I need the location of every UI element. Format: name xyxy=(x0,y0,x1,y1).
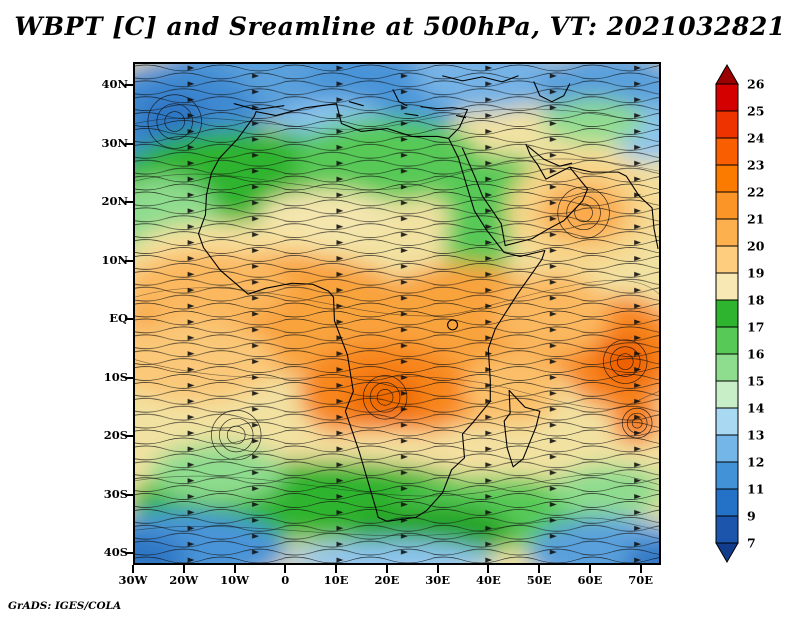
lat-tick-mark xyxy=(125,376,133,379)
colorbar-segment xyxy=(715,461,739,490)
colorbar-segment xyxy=(715,407,739,436)
colorbar-segment xyxy=(715,245,739,274)
colorbar-tick-label: 20 xyxy=(747,239,765,254)
lon-tick-mark xyxy=(132,565,134,573)
colorbar-tick-label: 26 xyxy=(747,77,765,92)
colorbar-segment xyxy=(715,272,739,301)
colorbar-segment xyxy=(715,299,739,328)
lon-tick-label: 10W xyxy=(220,573,249,587)
colorbar-arrow-bottom xyxy=(715,542,739,563)
lat-tick-label: 20N xyxy=(101,194,128,209)
lon-tick-mark xyxy=(436,565,439,573)
colorbar-segment xyxy=(715,83,739,112)
lat-tick-mark xyxy=(125,259,133,262)
lon-tick-mark xyxy=(487,565,490,573)
colorbar-tick-label: 25 xyxy=(747,104,764,119)
colorbar: 26 25 24 23 22 21 20 19 18 17 16 15 14 13 12 11 9 7 xyxy=(715,64,765,563)
lat-tick-mark xyxy=(125,142,133,145)
colorbar-segment xyxy=(715,218,739,247)
colorbar-segment xyxy=(715,515,739,544)
lat-tick-mark xyxy=(125,201,133,204)
colorbar-tick-label: 15 xyxy=(747,374,764,389)
lat-tick-label: 30S xyxy=(103,486,128,501)
colorbar-segment xyxy=(715,380,739,409)
vortex-rings xyxy=(147,94,653,461)
colorbar-tick-label: 11 xyxy=(747,482,764,497)
colorbar-tick-label: 18 xyxy=(747,293,765,308)
lat-tick-mark xyxy=(125,435,133,438)
lat-tick-label: EQ xyxy=(109,311,128,326)
lon-tick-label: 30W xyxy=(118,573,148,587)
colorbar-tick-label: 23 xyxy=(747,158,764,173)
lat-tick-mark xyxy=(125,318,133,321)
streamline-texture xyxy=(135,64,659,563)
lon-tick-label: 40E xyxy=(475,573,501,587)
lon-tick-label: 50E xyxy=(526,573,552,587)
colorbar-tick-label: 12 xyxy=(747,455,764,470)
lat-tick-label: 40N xyxy=(101,77,128,92)
colorbar-tick-label: 16 xyxy=(747,347,765,362)
lat-tick-label: 20S xyxy=(103,428,128,443)
coastlines xyxy=(197,75,659,522)
map-canvas xyxy=(135,64,659,563)
lat-tick-mark xyxy=(125,84,133,87)
lon-tick-mark xyxy=(588,565,591,573)
lon-tick-mark xyxy=(182,565,185,573)
colorbar-tick-label: 24 xyxy=(747,131,765,146)
colorbar-tick-label: 17 xyxy=(747,320,764,335)
map-plot-area xyxy=(133,62,661,565)
colorbar-segment xyxy=(715,434,739,463)
colorbar-segment xyxy=(715,164,739,193)
lon-tick-mark xyxy=(385,565,388,573)
lon-tick-label: 30E xyxy=(425,573,450,587)
colorbar-tick-label: 22 xyxy=(747,185,764,200)
lat-tick-label: 10S xyxy=(103,369,128,384)
lon-tick-mark xyxy=(538,565,541,573)
lon-tick-mark xyxy=(284,565,287,573)
lon-tick-label: 20E xyxy=(374,573,400,587)
colorbar-tick-label: 9 xyxy=(747,509,756,524)
colorbar-tick-label: 14 xyxy=(747,401,765,416)
colorbar-arrow-top xyxy=(715,64,739,85)
lon-tick-label: 20W xyxy=(169,573,199,587)
colorbar-tick-label: 13 xyxy=(747,428,764,443)
lon-tick-label: 70E xyxy=(628,573,654,587)
lon-tick-label: 10E xyxy=(323,573,349,587)
lat-tick-label: 10N xyxy=(101,252,128,267)
lon-tick-label: 60E xyxy=(577,573,603,587)
lat-tick-mark xyxy=(125,552,133,555)
colorbar-tick-label: 19 xyxy=(747,266,764,281)
lon-tick-mark xyxy=(335,565,338,573)
colorbar-tick-label: 21 xyxy=(747,212,764,227)
lon-tick-mark xyxy=(233,565,236,573)
colorbar-segment xyxy=(715,353,739,382)
colorbar-segment xyxy=(715,110,739,139)
colorbar-segment xyxy=(715,137,739,166)
lat-tick-label: 40S xyxy=(103,545,128,560)
colorbar-segment xyxy=(715,488,739,517)
chart-title: WBPT [C] and Sreamline at 500hPa, VT: 20… xyxy=(14,12,786,41)
lat-tick-mark xyxy=(125,493,133,496)
grads-credit: GrADS: IGES/COLA xyxy=(8,600,122,612)
lon-tick-label: 0 xyxy=(281,573,290,587)
colorbar-segment xyxy=(715,191,739,220)
lon-tick-mark xyxy=(639,565,642,573)
lat-tick-label: 30N xyxy=(101,135,128,150)
colorbar-tick-label: 7 xyxy=(747,536,756,551)
colorbar-segment xyxy=(715,326,739,355)
